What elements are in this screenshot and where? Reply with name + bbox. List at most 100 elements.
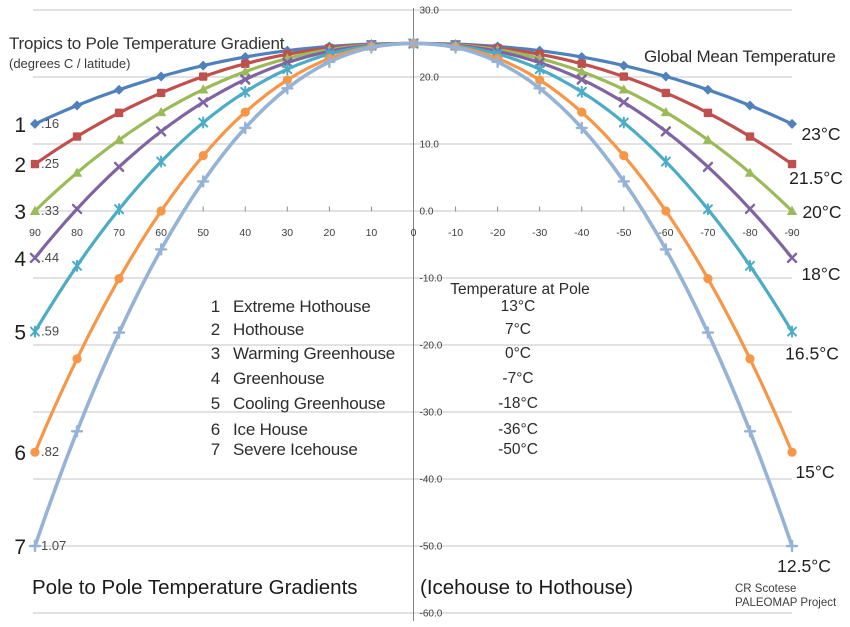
series-4-marker [744,203,756,215]
series-2-marker [199,72,208,81]
series-7-marker [239,121,252,135]
x-tick-label-0: 0 [411,227,417,239]
series-7-marker [785,539,799,553]
chart-subtitle: (degrees C / latitude) [9,56,131,71]
global-mean-temperature-label: Global Mean Temperature [644,47,836,66]
series-number-label-3: 3 [14,201,26,224]
credit-author: CR Scotese [735,583,797,595]
series-gradient-label-1: .16 [41,116,59,131]
series-3-marker [576,66,587,76]
x-tick-label-60: 60 [155,227,167,239]
series-gmt-label-4: 18°C [801,264,840,284]
y-tick-label--20: -20.0 [420,341,443,352]
series-5-marker [72,259,83,272]
series-6-marker [156,206,166,216]
legend-row-number: 4 [210,369,220,388]
series-2-marker [787,159,797,169]
series-number-label-5: 5 [14,322,26,345]
series-6-marker [619,151,629,161]
series-7-marker [449,41,462,54]
series-2-marker [114,108,124,118]
x-tick-label-90: 90 [29,227,41,239]
legend-row-name: Ice House [233,420,308,439]
series-1-marker [618,60,629,71]
series-6-marker [30,447,40,457]
series-1-marker [72,100,83,111]
series-gradient-label-6: .82 [41,444,59,459]
series-number-label-6: 6 [14,442,26,465]
legend-row-2: 2 Hothouse [205,319,305,341]
series-6-marker [703,274,713,284]
series-1-marker [787,118,798,129]
pole-temperature-value-7: -50°C [498,441,538,458]
series-6-marker [282,75,292,85]
series-2-marker [745,132,755,141]
x-tick-label--10: -10 [448,227,463,239]
legend-row-name: Cooling Greenhouse [233,394,386,413]
series-gradient-label-5: .59 [41,324,59,339]
series-6-marker [114,274,124,284]
series-6-marker [240,107,250,117]
series-number-label-7: 7 [14,536,26,559]
x-tick-label-50: 50 [197,227,209,239]
series-3-marker [29,205,41,215]
pole-temperature-header: Temperature at Pole [450,281,590,298]
series-7-marker [743,425,757,438]
series-6-marker [535,75,545,85]
series-5-marker [114,203,125,216]
series-5-marker [198,116,209,129]
series-3-marker [113,134,125,144]
legend-row-name: Greenhouse [233,369,325,388]
chart-title: Tropics to Pole Temperature Gradient [9,34,285,53]
series-1-marker [156,71,167,82]
series-gmt-label-2: 21.5°C [789,168,843,188]
series-5-marker [29,325,40,338]
legend-row-name: Extreme Hothouse [233,297,371,316]
series-7-marker [28,539,42,553]
legend-row-1: 1 Extreme Hothouse [205,296,371,318]
legend-row-number: 7 [210,440,220,459]
series-7-marker [617,175,630,188]
series-6-marker [198,151,208,161]
series-5-marker [240,85,251,98]
series-2-marker [72,132,82,141]
series-7-marker [533,82,546,95]
pole-temperature-value-6: -36°C [498,421,538,438]
series-4-marker [240,74,251,85]
x-tick-label-20: 20 [324,227,336,239]
series-gmt-label-6: 15°C [795,462,834,482]
legend-row-name: Severe Icehouse [233,440,358,459]
legend-row-7: 7 Severe Icehouse [205,439,358,461]
series-4-marker [155,126,167,137]
series-6-marker [787,447,797,457]
series-7-marker [407,37,420,50]
series-1-marker [576,52,587,63]
series-7-marker [154,243,168,256]
series-1-marker [702,84,713,95]
series-2-marker [703,108,713,118]
series-3-marker [240,66,251,76]
pole-temperature-value-4: -7°C [502,370,534,387]
legend-row-name: Warming Greenhouse [233,344,396,363]
series-gmt-label-5: 16.5°C [785,344,839,364]
series-6-marker [577,107,587,117]
series-gradient-label-2: .25 [41,156,59,171]
x-tick-label-80: 80 [71,227,83,239]
series-4-marker [576,74,587,85]
series-7-marker [365,41,378,54]
x-tick-label-70: 70 [113,227,125,239]
x-tick-label--80: -80 [742,227,757,239]
x-tick-label--20: -20 [490,227,505,239]
y-tick-label-10: 10.0 [420,140,440,151]
series-3-marker [71,167,83,177]
series-7-marker [575,121,588,135]
legend-row-number: 5 [210,394,220,413]
series-7-marker [659,243,673,256]
series-5-marker [744,259,755,272]
series-3-marker [702,134,714,144]
series-2-marker [30,159,40,169]
legend-row-4: 4 Greenhouse [205,368,325,390]
series-number-label-1: 1 [14,114,26,137]
credit-project: PALEOMAP Project [735,596,837,609]
